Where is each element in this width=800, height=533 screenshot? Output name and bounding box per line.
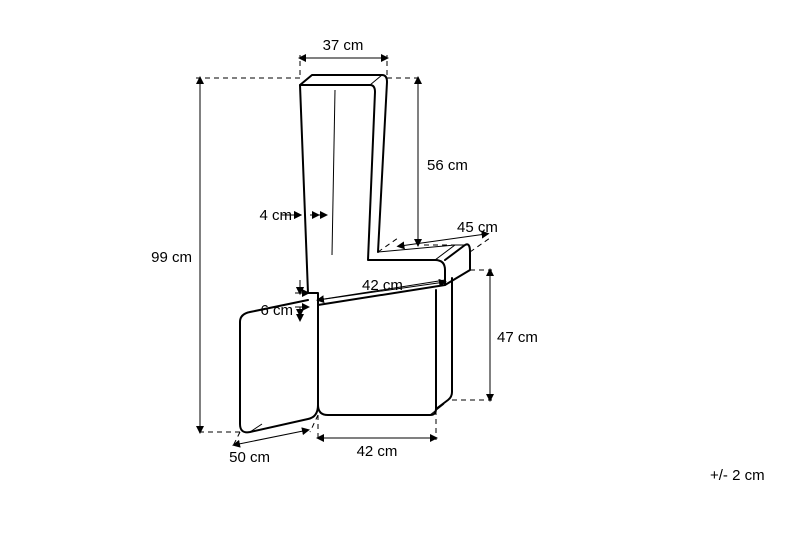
lbl-base-width: 42 cm	[357, 443, 398, 460]
lbl-seat-depth: 45 cm	[457, 219, 498, 236]
lbl-seat-thick: 6 cm	[260, 302, 293, 319]
chair-outline	[240, 75, 470, 432]
tolerance-note: +/- 2 cm	[710, 467, 765, 484]
lbl-seat-width: 42 cm	[362, 277, 403, 294]
labels: 37 cm 56 cm 99 cm 4 cm 45 cm 42 cm 6 cm …	[151, 37, 538, 466]
lbl-base-depth: 50 cm	[229, 449, 270, 466]
lbl-back-top-width: 37 cm	[323, 37, 364, 54]
lbl-back-height: 56 cm	[427, 157, 468, 174]
lbl-seat-height: 47 cm	[497, 329, 538, 346]
lbl-cushion-thick: 4 cm	[259, 207, 292, 224]
lbl-total-height: 99 cm	[151, 249, 192, 266]
